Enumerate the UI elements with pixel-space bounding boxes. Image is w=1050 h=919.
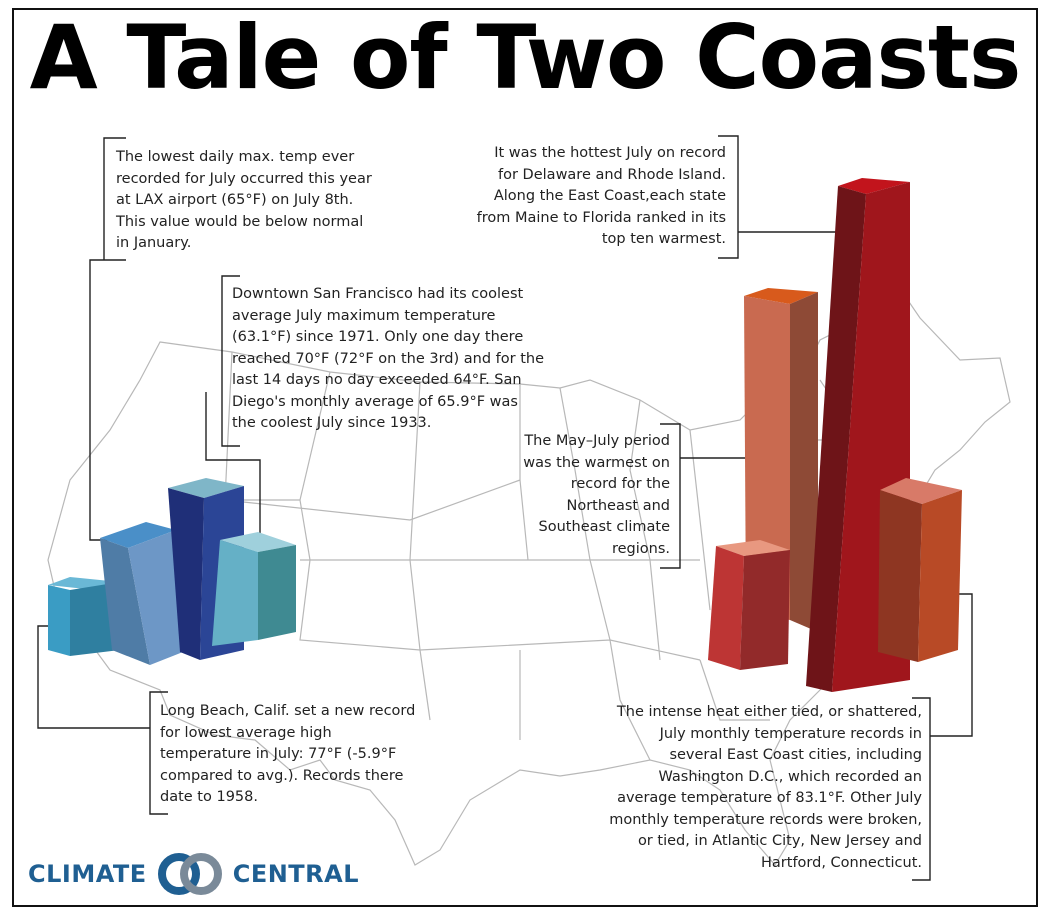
callout-line-sf <box>205 275 261 542</box>
callout-line-hottest <box>718 135 848 259</box>
east-bar-small-red <box>708 540 790 670</box>
note-may-july: The May–July period was the warmest on r… <box>523 433 670 557</box>
climate-central-logo: CLIMATE CENTRAL <box>28 852 359 896</box>
east-bar-right-orange <box>878 478 962 662</box>
note-san-francisco: Downtown San Francisco had its coolest a… <box>232 286 545 431</box>
west-bar-4 <box>212 532 296 646</box>
border-frame <box>12 8 1038 907</box>
logo-word-climate: CLIMATE <box>28 860 147 888</box>
logo-rings-icon <box>157 853 222 895</box>
east-coast-bars <box>708 178 962 692</box>
logo-word-central: CENTRAL <box>232 860 360 888</box>
page-title: A Tale of Two Coasts <box>29 6 1022 109</box>
west-coast-bars <box>48 478 296 665</box>
note-intense-heat: The intense heat either tied, or shatter… <box>609 704 922 871</box>
west-bar-2 <box>100 522 188 665</box>
note-long-beach: Long Beach, Calif. set a new record for … <box>160 703 416 805</box>
note-lax: The lowest daily max. temp ever recorded… <box>116 149 372 251</box>
east-bar-tall-orange <box>744 288 818 632</box>
note-hottest-july: It was the hottest July on record for De… <box>476 145 726 247</box>
